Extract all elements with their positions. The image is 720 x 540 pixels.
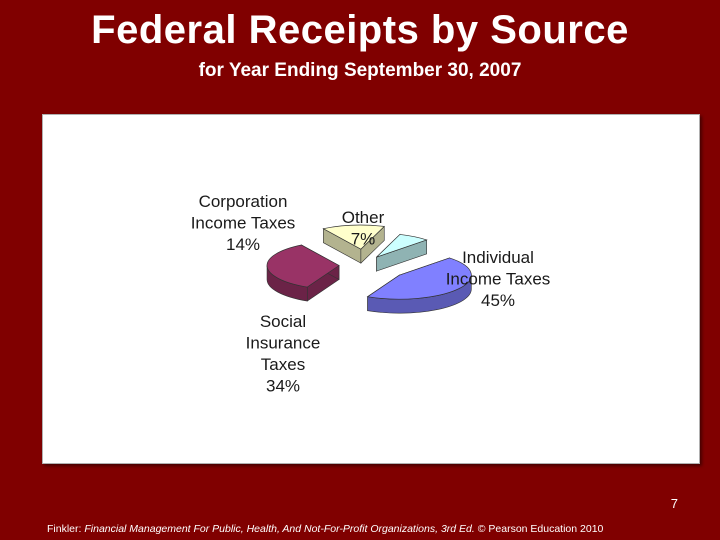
pie-chart: Individual Income Taxes 45% Social Insurance… [191,192,551,396]
slide-subtitle: for Year Ending September 30, 2007 [198,60,522,81]
footer-book: Financial Management For Public, Health,… [84,523,439,535]
chart-panel: Individual Income Taxes 45% Social Insurance… [42,114,700,464]
slice-label: Corporation Income Taxes 14% [191,192,296,254]
slide-title: Federal Receipts by Source [91,8,629,52]
slice-label: Other 7% [342,208,385,249]
slice-label: Social Insurance Taxes 34% [246,312,321,396]
slide-number: 7 [670,496,678,511]
pie-slice [376,233,428,272]
slice-label: Individual Income Taxes 45% [446,248,551,310]
footer-edition: 3rd Ed. [440,523,475,535]
footer-author: Finkler: [47,523,82,535]
pie-slice [266,244,340,302]
pie-slice [366,257,472,314]
footer-citation: Finkler: Financial Management For Public… [47,523,603,535]
footer-copyright: © Pearson Education 2010 [477,523,604,535]
pie-slice [322,224,386,264]
